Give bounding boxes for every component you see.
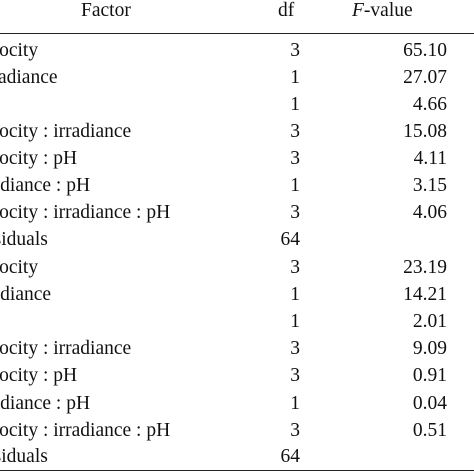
df-column-header: df (278, 0, 295, 21)
f-value-header-rest: -value (363, 0, 413, 21)
table-row: radiance 1 14.21 (0, 285, 474, 312)
df-cell: 1 (290, 94, 300, 115)
factor-cell: radiance : pH (0, 393, 91, 414)
f-value-cell: 4.66 (412, 94, 447, 115)
table-row: elocity : pH 3 0.91 (0, 366, 474, 393)
df-cell: 3 (290, 202, 300, 223)
table-row: H 1 2.01 (0, 312, 474, 339)
df-cell: 3 (290, 40, 300, 61)
f-value-cell: 27.07 (403, 67, 447, 88)
table-row: elocity : pH 3 4.11 (0, 149, 474, 176)
factor-cell: radiance : pH (0, 175, 91, 196)
factor-cell: elocity (0, 257, 39, 278)
f-value-cell: 4.06 (412, 202, 447, 223)
f-value-cell: 0.51 (412, 420, 447, 441)
table-row: esiduals 64 (0, 230, 474, 257)
f-value-cell: 2.01 (412, 311, 447, 332)
factor-cell: elocity : irradiance : pH (0, 202, 171, 223)
df-cell: 1 (290, 175, 300, 196)
factor-cell: esiduals (0, 446, 48, 467)
table-row: elocity : irradiance 3 9.09 (0, 339, 474, 366)
f-value-cell: 23.19 (403, 257, 447, 278)
df-cell: 3 (290, 121, 300, 142)
f-value-cell: 14.21 (403, 284, 447, 305)
df-cell: 1 (290, 67, 300, 88)
factor-cell: elocity : irradiance (0, 121, 132, 142)
factor-cell: radiance (0, 284, 52, 305)
df-cell: 1 (290, 311, 300, 332)
factor-cell: rradiance (0, 67, 58, 88)
df-cell: 3 (290, 420, 300, 441)
df-cell: 3 (290, 148, 300, 169)
f-value-cell: 0.91 (412, 365, 447, 386)
factor-column-header: Factor (81, 0, 131, 21)
df-cell: 3 (290, 365, 300, 386)
table-row: radiance : pH 1 3.15 (0, 176, 474, 203)
factor-cell: esiduals (0, 229, 48, 250)
f-value-cell: 3.15 (412, 175, 447, 196)
table-row: elocity : irradiance 3 15.08 (0, 122, 474, 149)
f-value-column-header: F-value (352, 1, 413, 21)
factor-cell: elocity : irradiance (0, 338, 132, 359)
table-row: elocity : irradiance : pH 3 4.06 (0, 203, 474, 230)
df-cell: 64 (280, 229, 301, 250)
table-row: elocity 3 65.10 (0, 41, 474, 68)
df-cell: 3 (290, 257, 300, 278)
factor-cell: elocity : pH (0, 365, 78, 386)
table-row: esiduals 64 (0, 447, 474, 474)
f-value-header-italic: F (352, 0, 364, 21)
table-row: elocity 3 23.19 (0, 258, 474, 285)
table-row: rradiance 1 27.07 (0, 68, 474, 95)
f-value-cell: 65.10 (403, 40, 447, 61)
f-value-cell: 4.11 (413, 148, 447, 169)
df-cell: 3 (290, 338, 300, 359)
bottom-rule (0, 470, 474, 471)
f-value-cell: 15.08 (403, 121, 447, 142)
table-row: H 1 4.66 (0, 95, 474, 122)
table-row: radiance : pH 1 0.04 (0, 394, 474, 421)
factor-cell: elocity : irradiance : pH (0, 420, 171, 441)
factor-cell: elocity : pH (0, 148, 78, 169)
df-cell: 1 (290, 284, 300, 305)
table-row: elocity : irradiance : pH 3 0.51 (0, 421, 474, 448)
header-rule (0, 33, 474, 34)
factor-cell: elocity (0, 40, 39, 61)
f-value-cell: 9.09 (412, 338, 447, 359)
f-value-cell: 0.04 (412, 393, 447, 414)
df-cell: 64 (280, 446, 301, 467)
df-cell: 1 (290, 393, 300, 414)
